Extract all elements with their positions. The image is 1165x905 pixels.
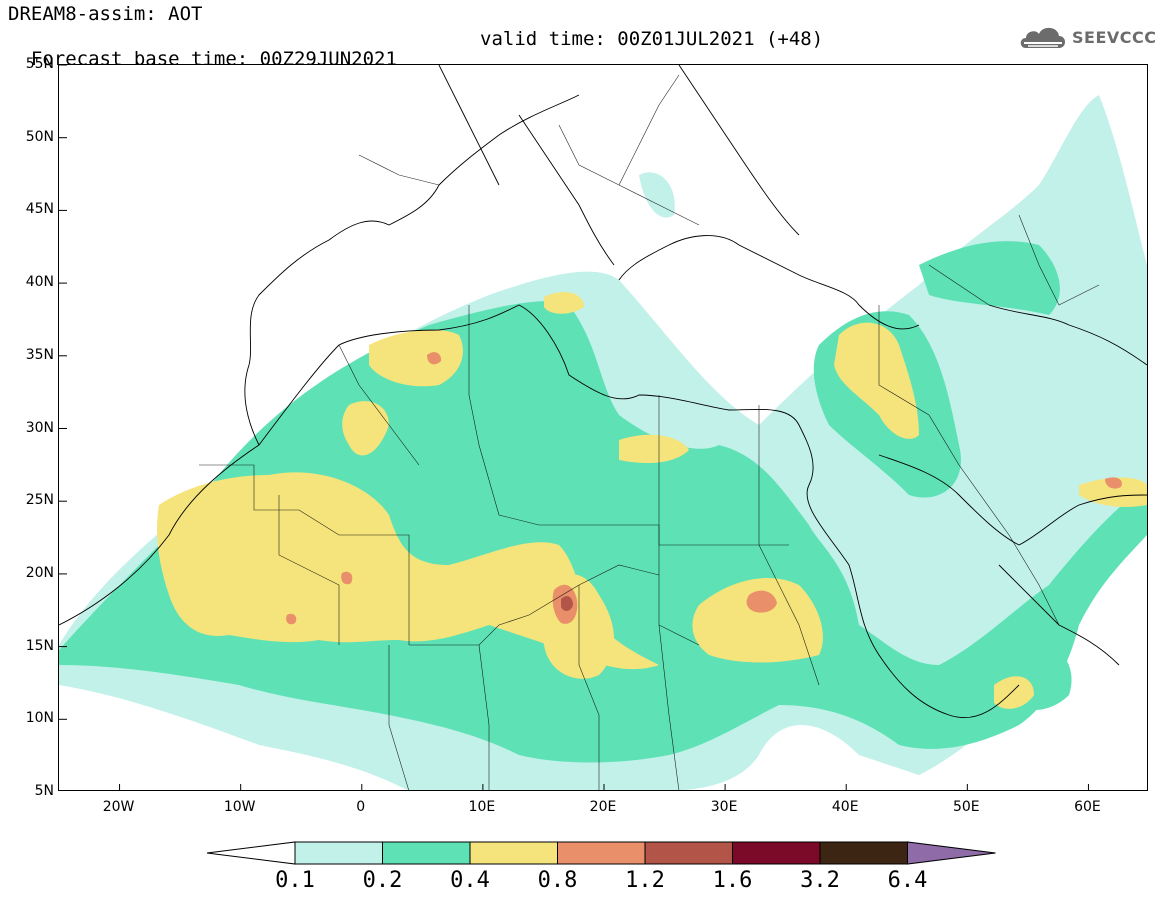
valid-time: valid time: 00Z01JUL2021 (+48) (480, 28, 824, 50)
latitude-label: 35N (25, 346, 54, 363)
colorbar-label: 0.2 (362, 868, 403, 893)
colorbar-segment (819, 841, 908, 865)
country-borders (199, 74, 1100, 790)
colorbar-segment (557, 841, 646, 865)
latitude-label: 30N (25, 419, 54, 436)
longitude-label: 10W (223, 799, 256, 815)
latitude-label: 15N (25, 637, 54, 654)
longitude-label: 40E (831, 799, 859, 815)
longitude-label: 60E (1074, 799, 1101, 815)
latitude-label: 55N (25, 56, 54, 72)
longitude-label: 50E (952, 799, 980, 815)
aot-map (58, 64, 1148, 791)
colorbar-segment (644, 841, 733, 865)
longitude-label: 20W (102, 799, 135, 815)
longitude-label: 30E (710, 799, 738, 815)
colorbar-label: 1.2 (625, 868, 665, 893)
colorbar-max-arrow (907, 841, 996, 865)
colorbar-segment (732, 841, 821, 865)
colorbar-label: 0.1 (275, 868, 315, 893)
aot-band-high (157, 292, 1147, 709)
colorbar-label: 3.2 (800, 868, 840, 893)
latitude-label: 20N (25, 564, 54, 581)
longitude-label: 10E (468, 799, 496, 815)
latitude-label: 25N (25, 492, 54, 509)
colorbar-segment (382, 841, 471, 865)
cloud-icon (1020, 27, 1065, 48)
colorbar-segment (469, 841, 558, 865)
map-title: DREAM8-assim: AOT (8, 3, 203, 25)
logo-text: SEEVCCC (1072, 27, 1157, 47)
aot-band-xhigh (561, 596, 573, 611)
colorbar-label: 0.4 (450, 868, 490, 893)
latitude-label: 5N (34, 783, 54, 799)
longitude-label: 20E (589, 799, 617, 815)
colorbar-label: 0.8 (537, 868, 578, 893)
longitude-label: 0 (356, 799, 366, 815)
latitude-label: 45N (25, 201, 54, 218)
latitude-label: 40N (25, 274, 54, 291)
latitude-label: 50N (25, 128, 54, 145)
latitude-label: 10N (25, 710, 54, 727)
colorbar-segment (294, 841, 383, 865)
colorbar-min-arrow (206, 841, 296, 865)
aot-field (59, 65, 1147, 790)
colorbar (206, 841, 996, 865)
colorbar-label: 1.6 (712, 868, 753, 893)
seevccc-logo: SEEVCCC (1018, 22, 1157, 52)
colorbar-label: 6.4 (887, 868, 928, 893)
coastlines (59, 65, 1147, 719)
